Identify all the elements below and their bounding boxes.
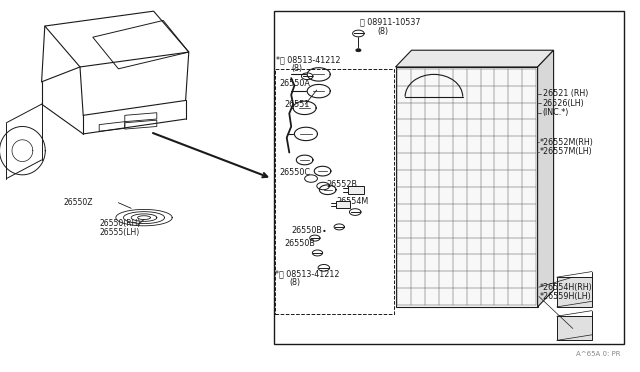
Text: *Ⓢ 08513-41212: *Ⓢ 08513-41212 — [276, 55, 341, 64]
Polygon shape — [396, 50, 554, 67]
Text: 26550B∙: 26550B∙ — [291, 226, 327, 235]
Text: 26555(LH): 26555(LH) — [99, 228, 140, 237]
Bar — [336, 201, 350, 208]
Polygon shape — [538, 50, 554, 307]
Text: 26526(LH): 26526(LH) — [543, 99, 584, 108]
Text: *26552M(RH): *26552M(RH) — [540, 138, 594, 147]
Bar — [274, 11, 624, 344]
Text: 26550C: 26550C — [279, 169, 310, 177]
Text: (INC.*): (INC.*) — [543, 108, 569, 117]
Text: 26554M: 26554M — [336, 197, 368, 206]
Text: Ⓝ 08911-10537: Ⓝ 08911-10537 — [360, 18, 421, 27]
Text: *26557M(LH): *26557M(LH) — [540, 147, 593, 156]
Bar — [396, 67, 538, 307]
Text: *Ⓢ 08513-41212: *Ⓢ 08513-41212 — [275, 269, 340, 278]
Bar — [557, 316, 592, 340]
Bar — [557, 277, 592, 307]
Text: A^65A 0: PR: A^65A 0: PR — [576, 351, 621, 357]
Bar — [348, 186, 364, 194]
Text: 26550Z: 26550Z — [64, 198, 93, 207]
Circle shape — [356, 49, 361, 52]
Bar — [275, 69, 394, 314]
Text: 26551: 26551 — [285, 100, 310, 109]
Text: 26550A: 26550A — [280, 79, 310, 88]
Text: 26550B: 26550B — [284, 239, 315, 248]
Text: (8): (8) — [291, 64, 302, 73]
Text: 26552B: 26552B — [326, 180, 357, 189]
Text: 26521 (RH): 26521 (RH) — [543, 89, 588, 98]
Text: (8): (8) — [289, 278, 300, 287]
Text: (8): (8) — [378, 27, 388, 36]
Text: *26559H(LH): *26559H(LH) — [540, 292, 592, 301]
Text: 26550(RH): 26550(RH) — [99, 219, 141, 228]
Text: *26554H(RH): *26554H(RH) — [540, 283, 593, 292]
